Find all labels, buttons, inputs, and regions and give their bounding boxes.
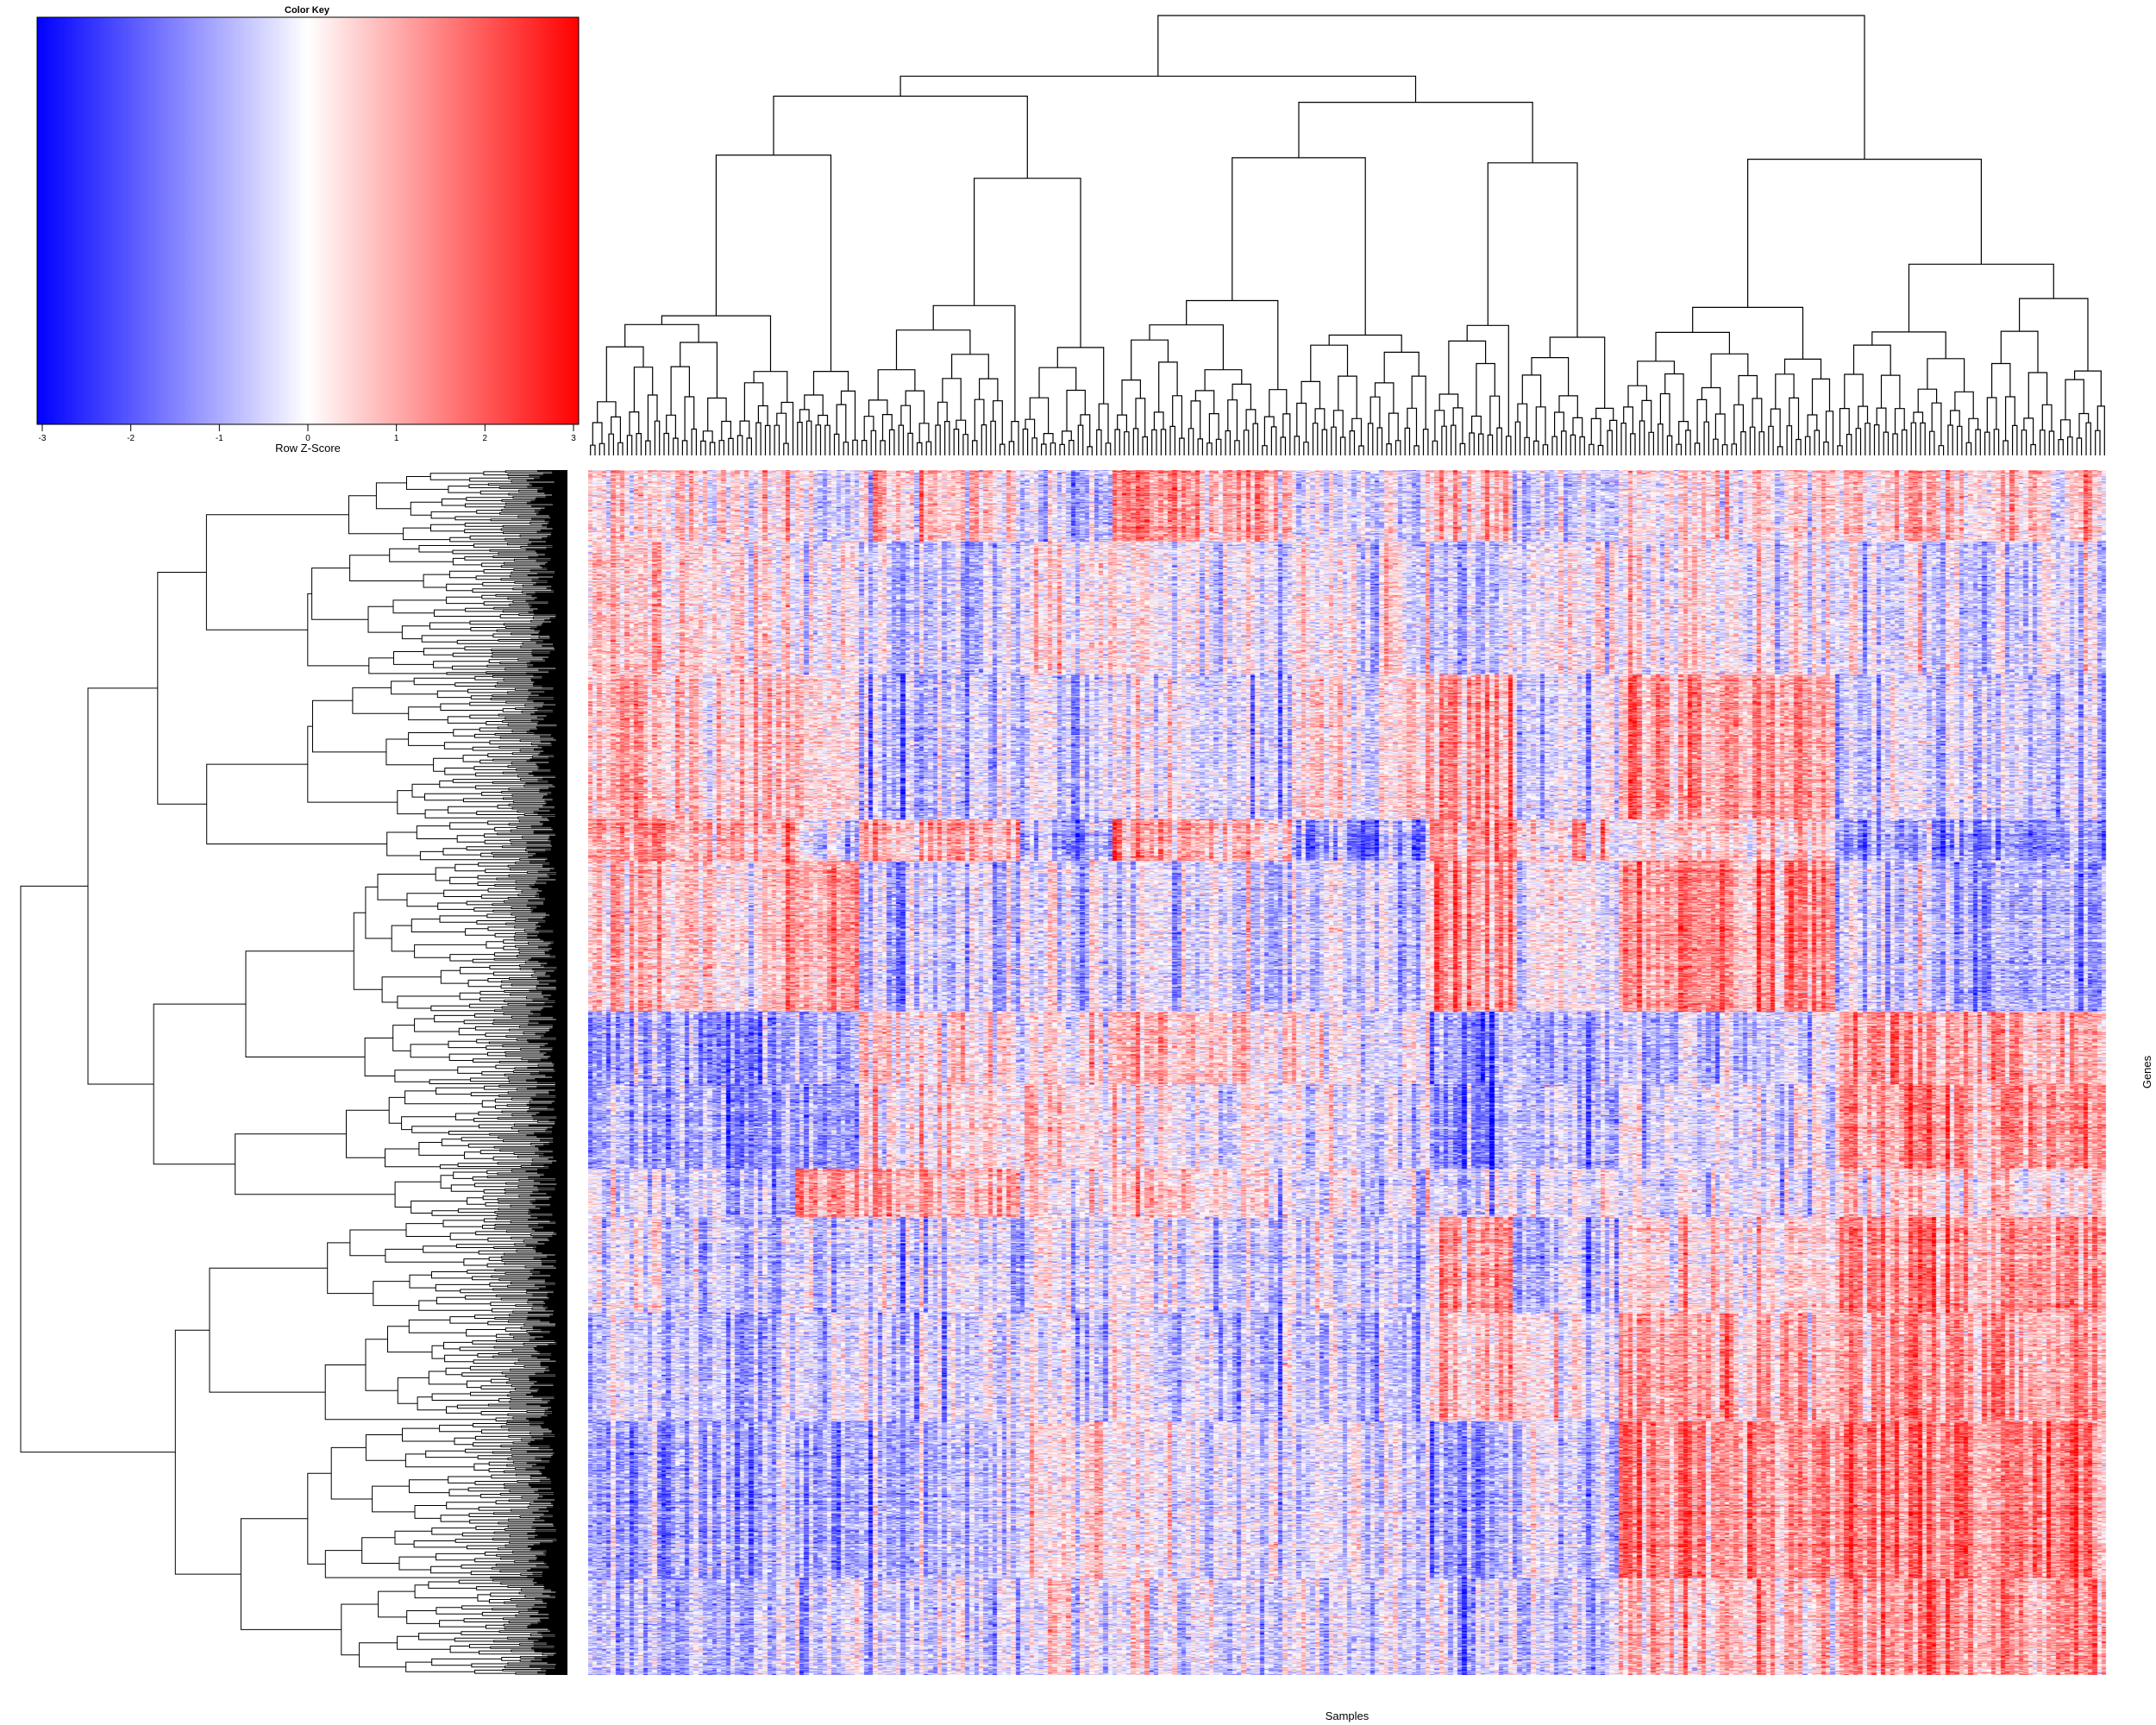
color-key-tick-label: 0 (305, 434, 310, 443)
row-dendrogram (20, 470, 567, 1675)
x-axis-label: Samples (1326, 1709, 1369, 1722)
color-key-gradient (36, 16, 580, 425)
color-key: Color Key -3 -2 -1 0 1 2 3 Row Z-Score (36, 5, 580, 455)
color-key-tick-label: 3 (571, 434, 576, 443)
color-key-ticks: -3 -2 -1 0 1 2 3 (39, 424, 576, 443)
heatmap-matrix-container (588, 470, 2107, 1675)
color-key-title: Color Key (285, 5, 330, 16)
color-key-tick-label: 2 (483, 434, 488, 443)
color-key-tick-label: -1 (216, 434, 223, 443)
y-axis-label: Genes (2140, 1055, 2153, 1088)
color-key-label: Row Z-Score (275, 442, 341, 455)
color-key-tick-label: -3 (39, 434, 47, 443)
heatmap-matrix (588, 470, 2107, 1675)
row-dendrogram-branches (20, 470, 567, 1675)
color-key-tick-label: 1 (394, 434, 399, 443)
column-dendrogram-branches (590, 15, 2105, 455)
column-dendrogram (590, 15, 2105, 455)
color-key-tick-label: -2 (127, 434, 135, 443)
